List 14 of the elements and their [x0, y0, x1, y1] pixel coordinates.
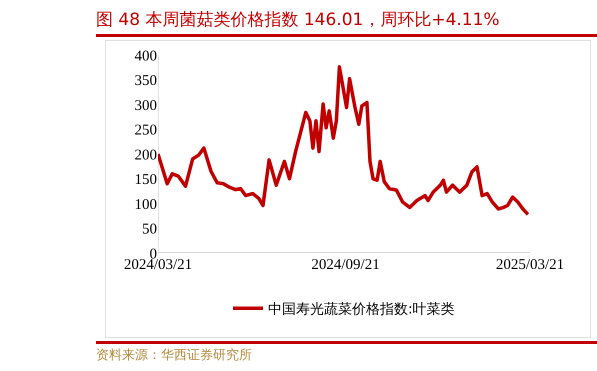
- y-tick-label: 150: [134, 172, 157, 188]
- y-tick-label: 100: [134, 196, 157, 213]
- text: 资料来源：华西证券研究所: [96, 341, 597, 364]
- y-tick-label: 400: [134, 48, 157, 64]
- y-tick-label: 250: [134, 122, 157, 138]
- y-tick-label: 50: [142, 222, 157, 238]
- x-tick-label: 2024/09/21: [311, 257, 380, 273]
- legend-label: 中国寿光蔬菜价格指数:叶菜类: [268, 302, 455, 318]
- y-tick-label: 200: [134, 147, 157, 164]
- y-tick-label: 350: [134, 73, 157, 89]
- line-series: [158, 65, 530, 216]
- chart-title: 图 48 本周菌菇类价格指数 146.01，周环比+4.11%: [96, 8, 597, 37]
- x-tick-label: 2025/03/21: [496, 257, 564, 273]
- y-tick-label: 300: [134, 98, 157, 114]
